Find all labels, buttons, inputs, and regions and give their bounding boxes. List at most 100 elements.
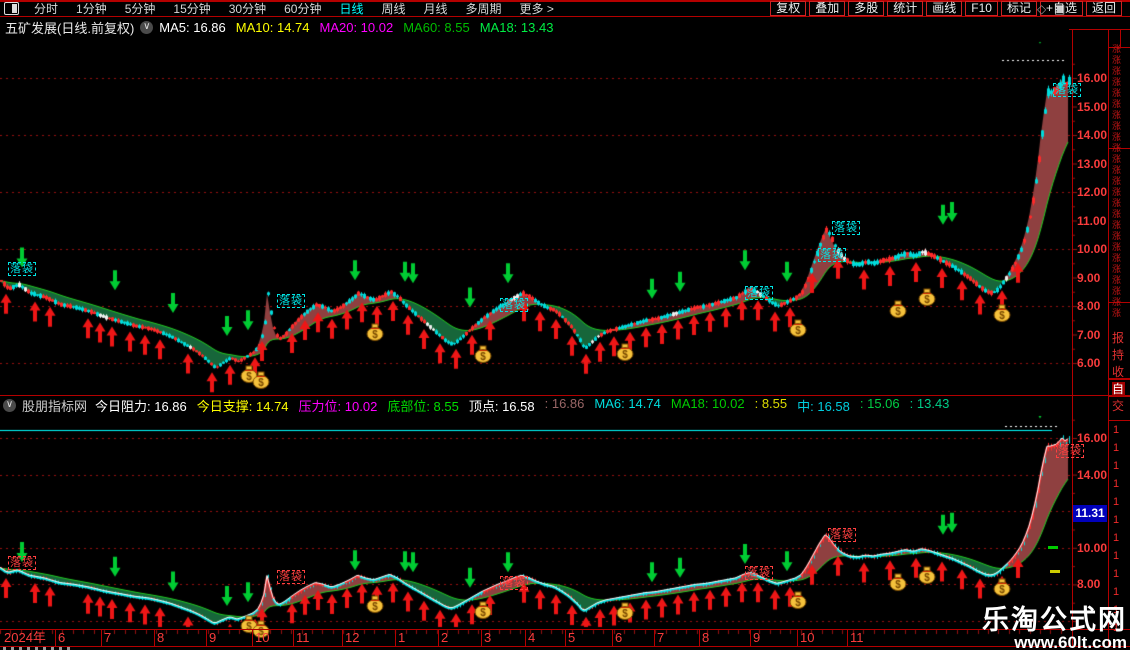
panel-layout-icon[interactable]: ▣ xyxy=(1054,2,1066,16)
menu-item-5[interactable]: 60分钟 xyxy=(284,2,322,16)
strip-digit-6: 1 xyxy=(1113,532,1120,544)
month-label-6: 12 xyxy=(345,630,360,645)
month-separator-9 xyxy=(481,630,482,646)
month-separator-17 xyxy=(847,630,848,646)
profit-label-bottom-0: 落袋 xyxy=(8,556,36,570)
month-separator-11 xyxy=(565,630,566,646)
chevron-down-circle-icon[interactable]: ∨ xyxy=(140,21,154,34)
month-separator-1 xyxy=(101,630,102,646)
chevron-down-circle-icon-2[interactable]: ∨ xyxy=(3,398,16,412)
strip-glyph-14: 涨 xyxy=(1112,198,1122,208)
watermark: 乐淘公式网 www.60lt.com xyxy=(982,606,1127,650)
strip-digit-9: 1 xyxy=(1113,586,1120,598)
strip-digit-11: 1 xyxy=(1113,622,1120,634)
month-label-3: 9 xyxy=(209,630,217,645)
indicator-chip-0: 今日阻力: 16.86 xyxy=(95,398,187,414)
indicator-chip-1: 今日支撑: 14.74 xyxy=(196,398,289,414)
ma-chip-1: MA10: 14.74 xyxy=(235,20,310,35)
strip-section-line-1 xyxy=(1108,47,1130,48)
menu-bar: 分时 1分钟 5分钟 15分钟 30分钟 60分钟 日线 周线 月线 多周期 更多 > 复权 叠加 多股… xyxy=(0,1,1130,16)
toolbar-button-6[interactable]: 标记 xyxy=(1000,1,1037,16)
ma-values: MA5: 16.86 MA10: 14.74 MA20: 10.02 MA60: 8.… xyxy=(159,20,563,35)
indicator-chip-8: : 8.55 xyxy=(754,397,788,411)
indicator-chip-4: 顶点: 16.58 xyxy=(468,398,535,414)
strip-glyph-24: 涨 xyxy=(1112,308,1122,318)
strip-glyph-15: 涨 xyxy=(1112,209,1122,219)
month-label-2: 8 xyxy=(157,630,165,645)
month-label-17: 11 xyxy=(850,630,864,645)
menu-item-10[interactable]: 更多 > xyxy=(519,2,554,16)
toolbar-button-7[interactable]: +自选 xyxy=(1039,1,1083,16)
strip-digit-0: 1 xyxy=(1113,424,1120,436)
ma-chip-0: MA5: 16.86 xyxy=(159,20,226,35)
month-label-0: 6 xyxy=(58,630,66,645)
menu-item-7[interactable]: 周线 xyxy=(381,2,406,16)
strip-glyph-5: 涨 xyxy=(1112,99,1122,109)
strip-glyph-4: 涨 xyxy=(1112,88,1122,98)
clipped-statusbar-fragment xyxy=(3,647,73,650)
menu-item-1[interactable]: 1分钟 xyxy=(76,2,107,16)
ma-chip-3: MA60: 8.55 xyxy=(403,20,470,35)
strip-tab-0[interactable]: 报 xyxy=(1112,331,1125,345)
strip-digit-4: 1 xyxy=(1113,496,1120,508)
month-label-16: 10 xyxy=(800,630,815,645)
profit-label-bottom-4: 落袋 xyxy=(828,528,856,542)
strip-tab-2[interactable]: 收 xyxy=(1112,365,1125,379)
indicator-chip-7: MA18: 10.02 xyxy=(670,397,745,411)
indicator-values: 今日阻力: 16.86 今日支撑: 14.74 压力位: 10.02 底部位: 8.5… xyxy=(95,397,959,413)
toolbar-button-1[interactable]: 叠加 xyxy=(809,1,846,16)
top-price-label-10: 6.00 xyxy=(1077,356,1101,370)
ma-chip-2: MA20: 10.02 xyxy=(319,20,394,35)
diamond-icon[interactable]: ◇ xyxy=(1037,2,1047,16)
chart-title: 五矿发展(日线.前复权) xyxy=(5,21,135,36)
profit-label-bottom-1: 落袋 xyxy=(277,570,305,584)
month-label-5: 11 xyxy=(296,630,310,645)
menu-divider-line xyxy=(0,16,1130,17)
profit-label-bottom-2: 落袋 xyxy=(500,576,528,590)
toolbar-button-3[interactable]: 统计 xyxy=(887,1,924,16)
bottom-price-label-3: 8.00 xyxy=(1077,577,1101,592)
menu-item-2[interactable]: 5分钟 xyxy=(124,2,156,16)
strip-section-line-4 xyxy=(1108,378,1130,380)
toolbar-button-4[interactable]: 画线 xyxy=(926,1,963,16)
menu-item-4[interactable]: 30分钟 xyxy=(228,2,267,16)
strip-section-line-5 xyxy=(1108,396,1130,397)
top-border-line xyxy=(0,0,1130,2)
month-label-7: 1 xyxy=(398,630,406,645)
panel-divider-line xyxy=(0,395,1130,396)
toolbar-button-2[interactable]: 多股 xyxy=(848,1,885,16)
month-separator-5 xyxy=(293,630,294,646)
indicator-chip-3: 底部位: 8.55 xyxy=(387,398,459,414)
strip-glyph-7: 涨 xyxy=(1112,121,1122,131)
xaxis-bottom-line xyxy=(0,646,1130,647)
window-split-icon[interactable] xyxy=(4,2,19,15)
xaxis-top-line xyxy=(0,629,1130,630)
menu-item-0[interactable]: 分时 xyxy=(34,2,59,16)
top-price-label-5: 11.00 xyxy=(1077,213,1107,228)
menu-item-9[interactable]: 多周期 xyxy=(465,2,502,16)
strip-tab-1[interactable]: 持 xyxy=(1112,348,1125,362)
indicator-chip-2: 压力位: 10.02 xyxy=(298,398,378,414)
strip-digit-3: 1 xyxy=(1113,478,1120,490)
strip-glyph-18: 涨 xyxy=(1112,242,1122,252)
strip-tab-4[interactable]: 交 xyxy=(1112,399,1125,413)
menu-item-6[interactable]: 日线 xyxy=(339,2,364,16)
strip-glyph-0: 涨 xyxy=(1112,44,1122,54)
menu-item-8[interactable]: 月线 xyxy=(423,2,448,16)
toolbar-button-8[interactable]: 返回 xyxy=(1085,1,1122,16)
month-separator-8 xyxy=(438,630,439,646)
indicator-chip-5: : 16.86 xyxy=(544,397,585,411)
month-separator-6 xyxy=(342,630,343,646)
top-price-label-8: 8.00 xyxy=(1077,299,1101,313)
strip-digit-1: 1 xyxy=(1113,442,1120,454)
strip-digit-2: 1 xyxy=(1113,460,1120,472)
month-label-8: 2 xyxy=(441,630,449,645)
strip-glyph-23: 涨 xyxy=(1112,297,1122,307)
strip-digit-10: 1 xyxy=(1113,604,1120,616)
toolbar-button-0[interactable]: 复权 xyxy=(770,1,807,16)
menu-item-3[interactable]: 15分钟 xyxy=(173,2,211,16)
indicator-bar: ∨ 股朋指标网 今日阻力: 16.86 今日支撑: 14.74 压力位: 10.02… xyxy=(0,397,1106,413)
strip-tab-3[interactable]: 自 xyxy=(1112,382,1125,396)
toolbar-button-5[interactable]: F10 xyxy=(965,1,998,16)
